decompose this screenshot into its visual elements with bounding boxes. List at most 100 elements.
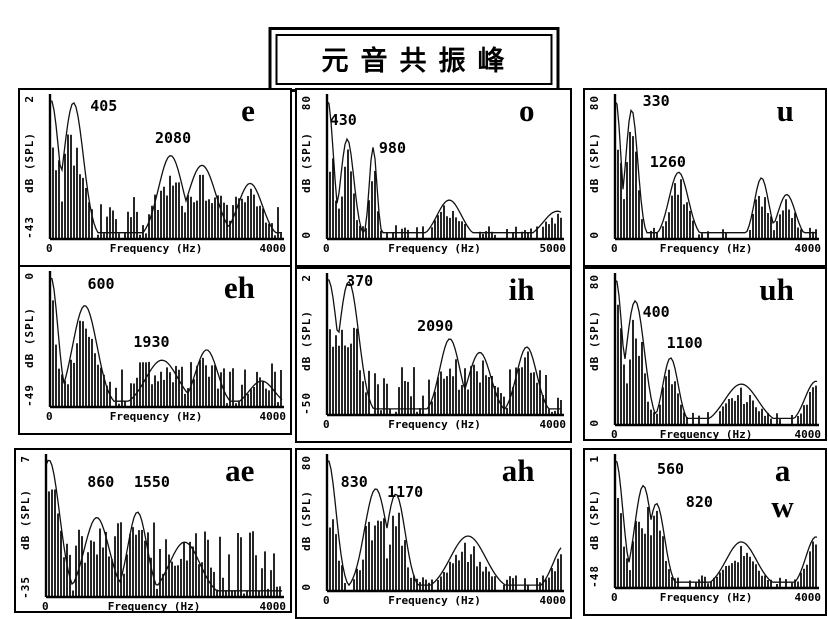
x-axis-label: Frequency (Hz): [388, 594, 481, 607]
x-axis-max-tick-label: 4000: [794, 242, 822, 255]
spectrum-plot: [613, 273, 819, 427]
x-axis-min-tick-label: 0: [323, 594, 330, 607]
y-axis-top-tick-label: 0: [23, 272, 36, 280]
harmonic-spikes: [329, 149, 562, 239]
formant-label-o-1: 430: [329, 111, 357, 129]
x-axis-row: 0 Frequency (Hz) 4000: [46, 243, 286, 255]
plot-axes: [325, 273, 564, 417]
figure-title-box: 元音共振峰: [268, 27, 560, 92]
vowel-letter: u: [776, 93, 794, 128]
y-axis-top-tick-label: 1: [588, 455, 601, 463]
figure-title-inner-frame: 元音共振峰: [275, 34, 553, 85]
plot-axes: [48, 271, 284, 409]
spectral-envelope-curve: [326, 460, 562, 587]
y-axis-label: dB (SPL): [19, 488, 32, 550]
formant-label-u-1: 330: [642, 91, 670, 110]
spectral-envelope-curve: [614, 460, 818, 583]
spectrum-plot: [613, 94, 819, 241]
x-axis-row: 0 Frequency (Hz) 4000: [46, 411, 286, 423]
formant-label-ae-1: 860: [87, 472, 115, 491]
x-axis-min-tick-label: 0: [46, 410, 53, 423]
x-axis-label: Frequency (Hz): [109, 242, 203, 255]
y-axis-bottom-tick-label: 0: [588, 231, 601, 239]
plot-axes: [613, 273, 819, 427]
spectrum-plot: [48, 94, 284, 241]
y-axis-top-tick-label: 80: [300, 95, 313, 111]
vowel-letter: eh: [223, 270, 255, 305]
spectral-envelope-curve: [614, 279, 817, 420]
x-axis-min-tick-label: 0: [323, 242, 330, 255]
x-axis-max-tick-label: 4000: [794, 591, 822, 604]
y-axis-top-tick-label: 80: [588, 95, 601, 111]
formant-label-e-2: 2080: [155, 128, 192, 147]
spectral-envelope-curve: [45, 459, 282, 592]
vowel-letter: uh: [759, 272, 794, 307]
x-axis-min-tick-label: 0: [42, 600, 49, 613]
spectral-envelope-curve: [326, 100, 562, 235]
x-axis-max-tick-label: 4000: [259, 410, 287, 423]
y-axis-label: dB (SPL): [588, 132, 601, 193]
vowel-letter: ah: [501, 453, 535, 488]
spectrum-panel-uh: 80 dB (SPL) 0 uh 0 Frequency (Hz) 4000 4…: [583, 267, 827, 441]
x-axis-min-tick-label: 0: [323, 418, 330, 431]
y-axis-top-tick-label: 7: [19, 455, 32, 463]
x-axis-max-tick-label: 4000: [794, 428, 822, 441]
harmonic-spikes: [329, 327, 562, 415]
y-axis-top-tick-label: 2: [300, 274, 313, 282]
x-axis-min-tick-label: 0: [611, 591, 618, 604]
harmonic-spikes: [48, 489, 281, 597]
formant-label-aw-2: 820: [685, 492, 713, 511]
x-axis-label: Frequency (Hz): [659, 591, 753, 604]
y-axis-bottom-tick-label: -43: [23, 216, 36, 239]
spectral-envelope-curve: [49, 100, 282, 234]
formant-label-aw-1: 560: [657, 459, 685, 478]
x-axis-row: 0 Frequency (Hz) 4000: [323, 595, 566, 607]
formant-label-ae-2: 1550: [133, 472, 170, 491]
x-axis-min-tick-label: 0: [46, 242, 53, 255]
plot-axes: [48, 94, 284, 241]
formant-label-eh-2: 1930: [133, 333, 170, 352]
spectrum-plot: [325, 454, 564, 593]
harmonic-spikes: [617, 304, 817, 425]
spectrum-plot: [48, 271, 284, 409]
y-axis-bottom-tick-label: -50: [300, 392, 313, 415]
spectrum-plot: [44, 454, 284, 599]
formant-label-ih-2: 2090: [417, 317, 454, 336]
y-axis-bottom-tick-label: 0: [300, 583, 313, 591]
y-axis-bottom-tick-label: -49: [23, 384, 36, 407]
spectrum-panel-eh: 0 dB (SPL) -49 eh 0 Frequency (Hz) 4000 …: [18, 265, 292, 435]
formant-label-ah-1: 830: [340, 473, 368, 492]
x-axis-max-tick-label: 5000: [539, 242, 567, 255]
y-axis-label: dB (SPL): [23, 306, 36, 368]
vowel-letter: o: [519, 93, 535, 128]
y-axis-top-tick-label: 2: [23, 95, 36, 103]
y-axis-bottom-tick-label: -35: [19, 576, 32, 599]
x-axis-label: Frequency (Hz): [109, 410, 203, 423]
x-axis-label: Frequency (Hz): [107, 600, 201, 613]
y-axis-bottom-tick-label: 0: [588, 419, 601, 427]
vowel-letter: e: [241, 93, 255, 128]
spectrum-plot: [325, 273, 564, 417]
spectrum-panel-o: 80 dB (SPL) 0 o 0 Frequency (Hz) 5000 43…: [295, 88, 572, 267]
formant-label-ah-2: 1170: [387, 483, 424, 502]
plot-axes: [325, 454, 564, 593]
y-axis-bottom-tick-label: -48: [588, 565, 601, 588]
plot-axes: [325, 94, 564, 241]
y-axis-label: dB (SPL): [300, 490, 313, 552]
x-axis-row: 0 Frequency (Hz) 4000: [42, 600, 286, 613]
harmonic-spikes: [52, 134, 282, 239]
x-axis-label: Frequency (Hz): [659, 242, 753, 255]
spectrum-panel-ih: 2 dB (SPL) -50 ih 0 Frequency (Hz) 4000 …: [295, 267, 572, 443]
vowel-letter: ih: [508, 272, 535, 307]
y-axis-top-tick-label: 80: [588, 274, 601, 290]
spectrum-panel-ae: 7 dB (SPL) -35 ae 0 Frequency (Hz) 4000 …: [14, 448, 292, 613]
x-axis-max-tick-label: 4000: [539, 594, 567, 607]
x-axis-row: 0 Frequency (Hz) 5000: [323, 243, 566, 255]
plot-axes: [44, 454, 284, 599]
y-axis-label: dB (SPL): [588, 309, 601, 371]
formant-label-eh-1: 600: [87, 275, 115, 294]
spectrum-panel-u: 80 dB (SPL) 0 u 0 Frequency (Hz) 4000 33…: [583, 88, 827, 267]
vowel-letter: a w: [771, 453, 794, 524]
harmonic-spikes: [617, 131, 817, 239]
